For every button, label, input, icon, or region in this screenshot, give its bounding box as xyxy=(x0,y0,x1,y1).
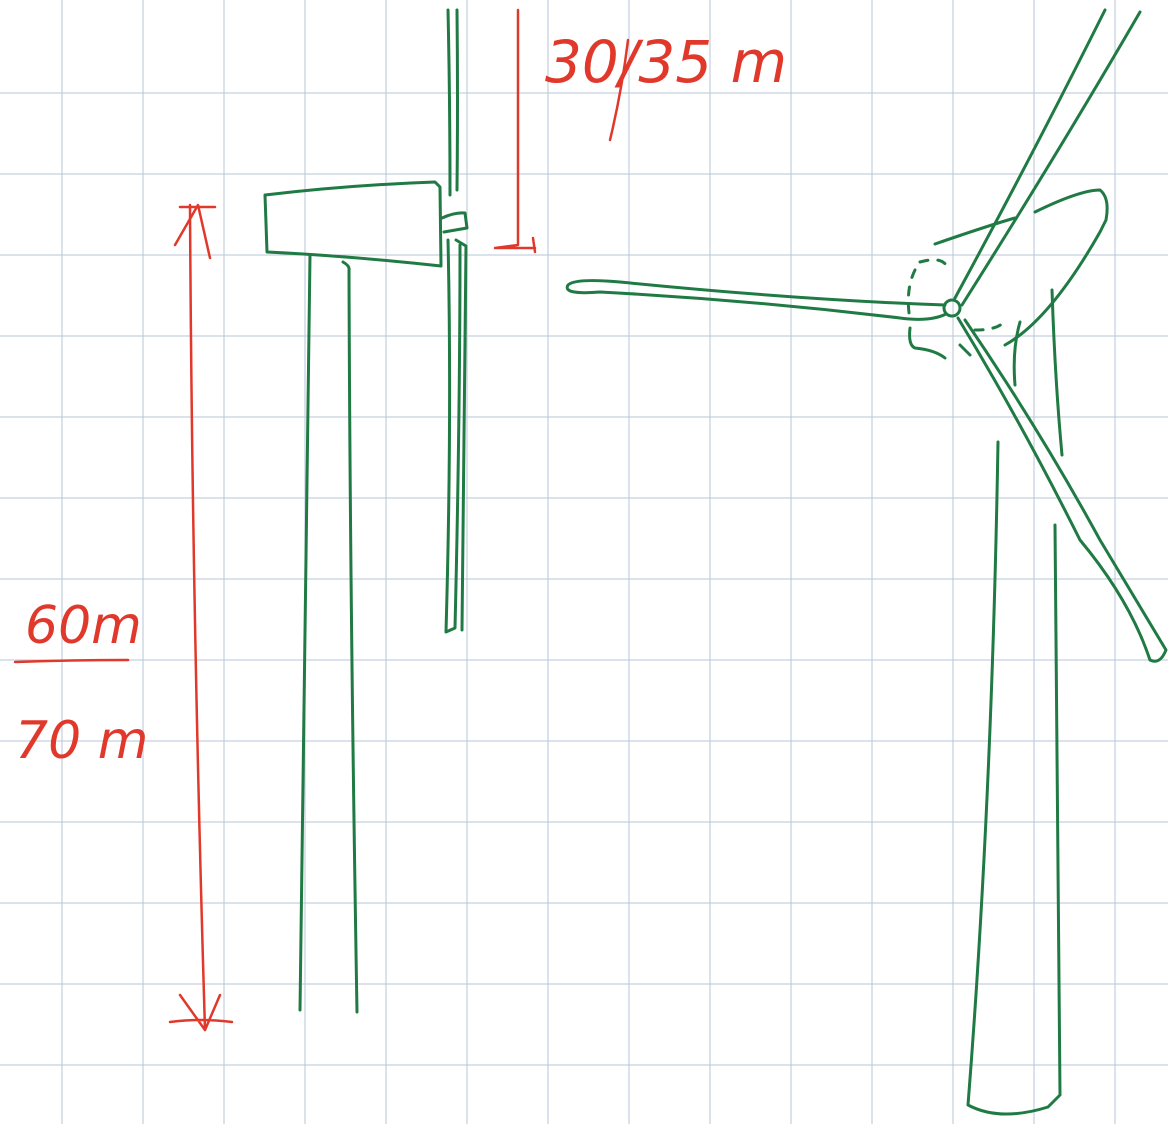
blade-length-label: 30/35 m xyxy=(545,28,787,96)
tower-height-label: 60m xyxy=(25,596,142,656)
page: {"annotations": {"blade_length": "30/35 … xyxy=(0,0,1168,1124)
tower-height-label: 70 m xyxy=(15,711,148,771)
dimension-marks xyxy=(15,10,628,1030)
side-view-turbine xyxy=(265,10,467,1012)
sketch: 30/35 m 60m 70 m xyxy=(0,0,1168,1124)
front-view-turbine xyxy=(567,10,1166,1114)
grid-paper xyxy=(0,0,1168,1124)
